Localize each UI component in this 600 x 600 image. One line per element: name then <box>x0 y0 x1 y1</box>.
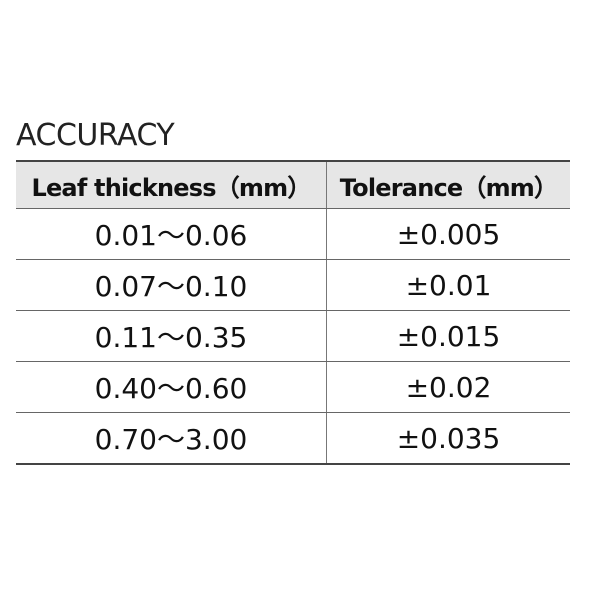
table-row: 0.11～0.35 ±0.015 <box>16 310 570 362</box>
table-row: 0.70～3.00 ±0.035 <box>16 412 570 465</box>
header-cell: Leaf thickness（mm） <box>16 160 327 209</box>
section-title: ACCURACY <box>16 118 175 153</box>
table-cell: 0.11～0.35 <box>16 310 327 362</box>
table-cell: ±0.02 <box>326 361 570 413</box>
table-cell: 0.40～0.60 <box>16 361 327 413</box>
table-cell: 0.70～3.00 <box>16 412 327 465</box>
table-row: 0.07～0.10 ±0.01 <box>16 259 570 311</box>
table-cell: ±0.035 <box>326 412 570 465</box>
table-cell: ±0.01 <box>326 259 570 311</box>
table-cell: 0.01～0.06 <box>16 208 327 260</box>
accuracy-table: Leaf thickness（mm） Tolerance（mm） 0.01～0.0… <box>16 160 570 465</box>
table-row: 0.40～0.60 ±0.02 <box>16 361 570 413</box>
table-cell: 0.07～0.10 <box>16 259 327 311</box>
table-cell: ±0.005 <box>326 208 570 260</box>
table-body: 0.01～0.06 ±0.005 0.07～0.10 ±0.01 0.11～0.35 ±0… <box>16 208 570 465</box>
table-cell: ±0.015 <box>326 310 570 362</box>
accuracy-section: ACCURACY Leaf thickness（mm） Tolerance（mm）… <box>16 116 570 465</box>
header-row: Leaf thickness（mm） Tolerance（mm） <box>16 160 570 209</box>
table-row: 0.01～0.06 ±0.005 <box>16 208 570 260</box>
header-cell: Tolerance（mm） <box>326 160 570 209</box>
